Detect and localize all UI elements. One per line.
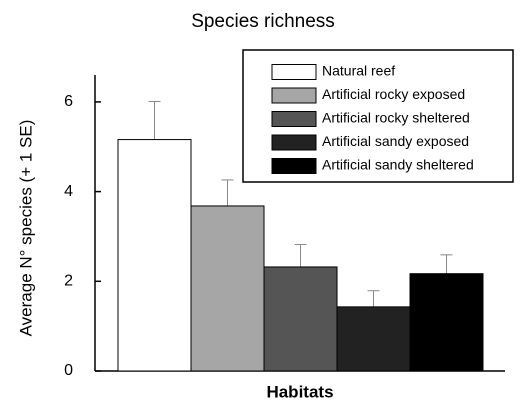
- legend-label: Natural reef: [322, 63, 395, 79]
- bar: [336, 306, 411, 372]
- bar: [190, 205, 265, 372]
- legend-label: Artificial rocky sheltered: [322, 110, 470, 126]
- x-axis-label: Habitats: [266, 382, 333, 401]
- legend-swatch: [271, 158, 317, 174]
- legend-label: Artificial sandy exposed: [322, 133, 469, 149]
- bar: [263, 266, 338, 372]
- bar: [409, 273, 484, 372]
- y-tick-label: 6: [64, 93, 73, 110]
- y-tick-label: 0: [64, 362, 73, 379]
- bar: [117, 139, 192, 372]
- legend-label: Artificial rocky exposed: [322, 86, 465, 102]
- legend-swatch: [271, 111, 317, 127]
- y-tick-label: 4: [64, 183, 73, 200]
- y-tick-label: 2: [64, 273, 73, 290]
- legend-swatch: [271, 87, 317, 104]
- chart-title: Species richness: [191, 11, 335, 32]
- legend-swatch: [271, 134, 317, 151]
- y-axis-label: Average N° species (+ 1 SE): [16, 120, 35, 337]
- legend-label: Artificial sandy sheltered: [322, 157, 474, 173]
- legend-swatch: [271, 64, 317, 80]
